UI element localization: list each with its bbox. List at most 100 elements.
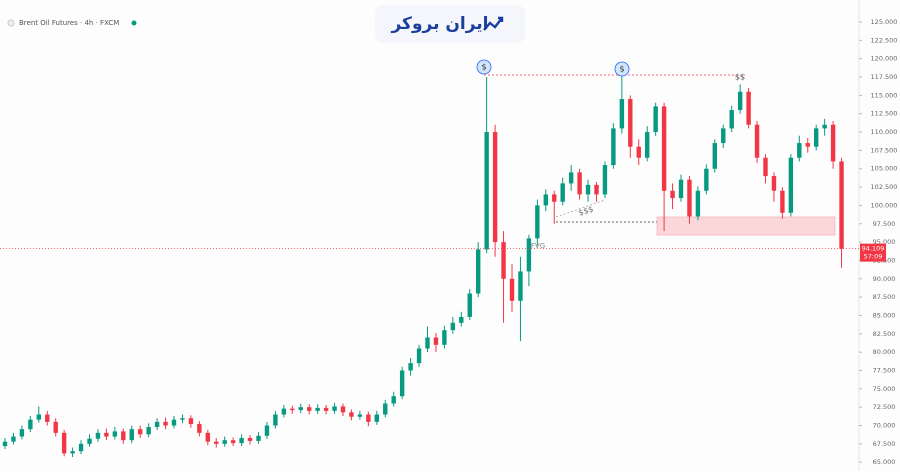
candle-body xyxy=(526,238,532,272)
candle-body xyxy=(146,426,151,435)
annotation: $$$ xyxy=(577,204,594,217)
y-tick-label: 77.500 xyxy=(873,366,896,374)
annotation: FVG xyxy=(531,242,545,250)
candle-body xyxy=(484,132,489,250)
y-tick-label: 80.000 xyxy=(873,348,896,356)
candle-body xyxy=(154,421,160,427)
price-label: 94.109 xyxy=(862,245,885,253)
candle-body xyxy=(568,172,574,184)
candle-body xyxy=(70,451,75,454)
y-tick-label: 70.000 xyxy=(873,422,896,430)
y-tick-label: 95.000 xyxy=(873,238,896,246)
candle-body xyxy=(45,414,50,422)
candle-body xyxy=(19,429,25,437)
candle-body xyxy=(138,429,143,435)
y-tick-label: 72.500 xyxy=(873,403,896,411)
candle-body xyxy=(357,414,363,417)
y-tick-label: 82.500 xyxy=(873,330,896,338)
candle-body xyxy=(797,143,802,158)
candle-body xyxy=(577,172,582,195)
candle-body xyxy=(518,271,523,301)
candle-body xyxy=(425,337,430,349)
candle-body xyxy=(214,441,219,444)
trend-line xyxy=(555,199,606,218)
y-tick-label: 112.500 xyxy=(871,110,898,118)
candle-body xyxy=(180,418,185,420)
candle-body xyxy=(788,157,794,213)
candle-body xyxy=(298,407,303,411)
candle-body xyxy=(594,184,599,195)
candle-body xyxy=(552,194,557,202)
candle-body xyxy=(332,406,337,411)
y-tick-label: 87.500 xyxy=(873,293,896,301)
y-tick-label: 67.500 xyxy=(873,440,896,448)
marker xyxy=(614,61,630,77)
y-tick-label: 115.000 xyxy=(871,91,898,99)
candle-body xyxy=(535,205,540,239)
candle-body xyxy=(36,414,41,420)
candle-body xyxy=(230,440,236,444)
y-tick-label: 97.500 xyxy=(873,220,896,228)
y-tick-label: 90.000 xyxy=(873,275,896,283)
candle-body xyxy=(450,322,456,331)
candle-body xyxy=(163,421,168,426)
candle-body xyxy=(560,183,565,202)
y-tick-label: 65.000 xyxy=(873,458,896,466)
candle-body xyxy=(197,424,202,433)
candle-body xyxy=(712,143,717,169)
candle-body xyxy=(121,431,126,441)
candle-body xyxy=(543,194,548,206)
candle-body xyxy=(416,348,422,364)
candle-body xyxy=(323,407,329,411)
candle-body xyxy=(839,161,844,249)
candle-body xyxy=(822,124,827,129)
candle-body xyxy=(585,184,591,195)
candle-body xyxy=(509,278,515,301)
candle-body xyxy=(239,437,244,444)
candle-body xyxy=(636,146,641,158)
price-tag xyxy=(860,243,886,262)
candle-body xyxy=(104,432,109,437)
candle-body xyxy=(256,435,261,441)
candle-body xyxy=(281,408,287,415)
candle-body xyxy=(771,176,777,191)
candle-body xyxy=(754,124,760,158)
candle-body xyxy=(628,99,633,147)
candle-body xyxy=(205,432,210,442)
candle-body xyxy=(247,437,253,441)
candle-body xyxy=(442,330,447,345)
candle-body xyxy=(763,157,768,177)
candle-body xyxy=(476,249,481,294)
candle-body xyxy=(467,293,472,317)
candle-body xyxy=(721,128,726,144)
candle-body xyxy=(433,337,439,345)
candle-body xyxy=(704,168,709,191)
candle-body xyxy=(670,190,675,199)
candle-body xyxy=(408,363,413,371)
candle-body xyxy=(492,132,498,243)
candle-body xyxy=(28,419,33,430)
candle-body xyxy=(171,419,177,426)
candle-body xyxy=(653,106,658,133)
candle-body xyxy=(53,421,58,433)
candle-body xyxy=(273,414,278,426)
y-tick-label: 100.000 xyxy=(871,201,898,209)
y-tick-label: 107.500 xyxy=(871,146,898,154)
candle-body xyxy=(805,143,810,147)
candle-body xyxy=(290,408,295,411)
candle-body xyxy=(459,316,464,323)
candle-body xyxy=(695,190,701,217)
y-tick-label: 105.000 xyxy=(871,165,898,173)
candle-body xyxy=(501,242,506,279)
candle-body xyxy=(188,418,194,425)
candle-body xyxy=(366,414,371,422)
candle-body xyxy=(729,110,734,129)
annotation: $ xyxy=(619,65,624,74)
candle-body xyxy=(374,414,379,422)
candle-body xyxy=(399,370,405,397)
candle-body xyxy=(78,443,84,452)
candle-body xyxy=(687,179,692,217)
y-tick-label: 85.000 xyxy=(873,311,896,319)
status-dot xyxy=(131,20,137,26)
